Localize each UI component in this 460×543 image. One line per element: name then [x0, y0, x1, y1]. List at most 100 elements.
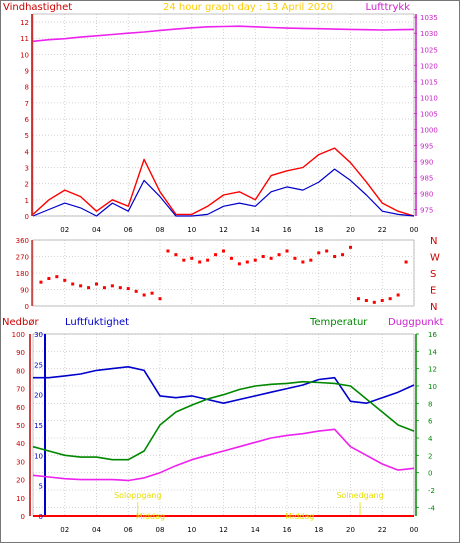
direction-point — [380, 299, 384, 302]
direction-point — [63, 278, 67, 282]
x-tick-label: 08 — [156, 526, 165, 534]
temperature-y-tick: -2 — [428, 487, 435, 495]
x-tick-label: 02 — [60, 226, 69, 234]
precip-y-tick: 20 — [34, 392, 43, 400]
direction-point — [356, 297, 360, 301]
pressure-y-tick: 980 — [420, 191, 433, 199]
pressure-y-tick: 985 — [420, 175, 433, 183]
pressure-axis-title: Lufttrykk — [365, 2, 410, 13]
x-tick-label: 06 — [124, 526, 133, 534]
wind-y-tick: 9 — [25, 68, 29, 76]
humidity-y-tick: 40 — [16, 440, 25, 448]
series-average-line — [32, 168, 415, 217]
sun-annotation: Soloppgang — [114, 491, 161, 500]
x-tick-label: 06 — [124, 226, 133, 234]
x-tick-label: 20 — [346, 226, 355, 234]
series-gust-line — [32, 147, 415, 217]
temperature-y-tick: -4 — [428, 504, 436, 512]
x-tick-label: 20 — [346, 526, 355, 534]
direction-y-tick: 0 — [25, 303, 29, 311]
direction-point — [182, 258, 186, 262]
direction-point — [237, 262, 241, 266]
wind-y-tick: 4 — [25, 148, 30, 156]
wind-y-tick: 7 — [25, 100, 29, 108]
wind-y-tick: 5 — [25, 132, 29, 140]
humidity-y-tick: 100 — [12, 331, 25, 339]
direction-letter: N — [430, 302, 437, 313]
x-tick-label: 04 — [92, 226, 101, 234]
pressure-y-tick: 1015 — [420, 78, 438, 86]
humidity-y-tick: 90 — [16, 349, 25, 357]
temperature-y-tick: 8 — [428, 400, 432, 408]
pressure-y-tick: 1005 — [420, 110, 438, 118]
direction-point — [214, 253, 218, 257]
temperature-y-tick: 14 — [428, 348, 437, 356]
humidity-y-tick: 0 — [21, 513, 25, 521]
direction-point — [404, 260, 408, 264]
direction-point — [349, 245, 352, 249]
direction-point — [87, 286, 91, 290]
x-tick-label: 22 — [378, 526, 387, 534]
x-tick-label: 16 — [283, 526, 292, 534]
temperature-y-tick: 16 — [428, 331, 437, 339]
direction-point — [79, 284, 83, 288]
direction-point — [110, 284, 114, 288]
direction-point — [174, 253, 178, 257]
direction-point — [198, 260, 202, 264]
humidity-y-tick: 20 — [16, 477, 25, 485]
wind-y-tick: 8 — [25, 84, 29, 92]
direction-letter: E — [430, 286, 436, 297]
x-tick-label: 08 — [156, 226, 165, 234]
direction-point — [166, 249, 170, 253]
wind-y-tick: 1 — [25, 197, 29, 205]
temperature-y-tick: 6 — [428, 418, 433, 426]
direction-point — [55, 275, 59, 279]
wind-y-tick: 3 — [25, 165, 29, 173]
direction-point — [364, 299, 368, 302]
x-tick-label: 16 — [283, 226, 292, 234]
direction-point — [71, 282, 75, 286]
wind-y-tick: 0 — [25, 213, 29, 221]
pressure-y-tick: 1025 — [420, 46, 438, 54]
wind-y-tick: 10 — [20, 51, 29, 59]
temperature-y-tick: 4 — [428, 435, 433, 443]
precip-y-tick: 10 — [34, 452, 43, 460]
x-tick-label: 12 — [219, 226, 228, 234]
direction-point — [396, 293, 400, 297]
plot-frame — [32, 13, 415, 217]
x-tick-label: 04 — [92, 526, 101, 534]
direction-point — [118, 286, 122, 290]
x-tick-label: 18 — [314, 526, 323, 534]
temperature-y-tick: 12 — [428, 366, 437, 374]
temperature-y-tick: 10 — [428, 383, 437, 391]
series-Temperatur-line — [32, 380, 415, 461]
direction-point — [134, 289, 138, 293]
direction-y-tick: 270 — [16, 254, 29, 262]
dewpoint-axis-title: Duggpunkt — [388, 317, 444, 328]
temperature-y-tick: 0 — [428, 470, 432, 478]
x-tick-label: 00 — [410, 526, 419, 534]
x-tick-label: 10 — [187, 526, 196, 534]
pressure-y-tick: 1035 — [420, 14, 438, 22]
precip-axis-title: Nedbør — [2, 317, 39, 328]
x-tick-label: 22 — [378, 226, 387, 234]
direction-y-tick: 360 — [16, 237, 29, 245]
x-tick-label: 14 — [251, 526, 260, 534]
sun-annotation: Middag — [136, 512, 165, 521]
direction-letter: W — [430, 253, 440, 264]
direction-point — [158, 297, 162, 301]
direction-point — [126, 287, 130, 291]
direction-point — [333, 255, 337, 258]
pressure-y-tick: 990 — [420, 158, 433, 166]
temperature-y-tick: 2 — [428, 452, 432, 460]
series-pressure-line — [32, 25, 415, 43]
pressure-y-tick: 1010 — [420, 94, 438, 102]
x-tick-label: 02 — [60, 526, 69, 534]
pressure-y-tick: 1020 — [420, 62, 438, 70]
sun-annotation: Solnedgang — [336, 491, 383, 500]
x-tick-label: 10 — [187, 226, 196, 234]
direction-point — [95, 282, 98, 286]
direction-point — [47, 277, 51, 280]
humidity-y-tick: 70 — [16, 386, 25, 394]
